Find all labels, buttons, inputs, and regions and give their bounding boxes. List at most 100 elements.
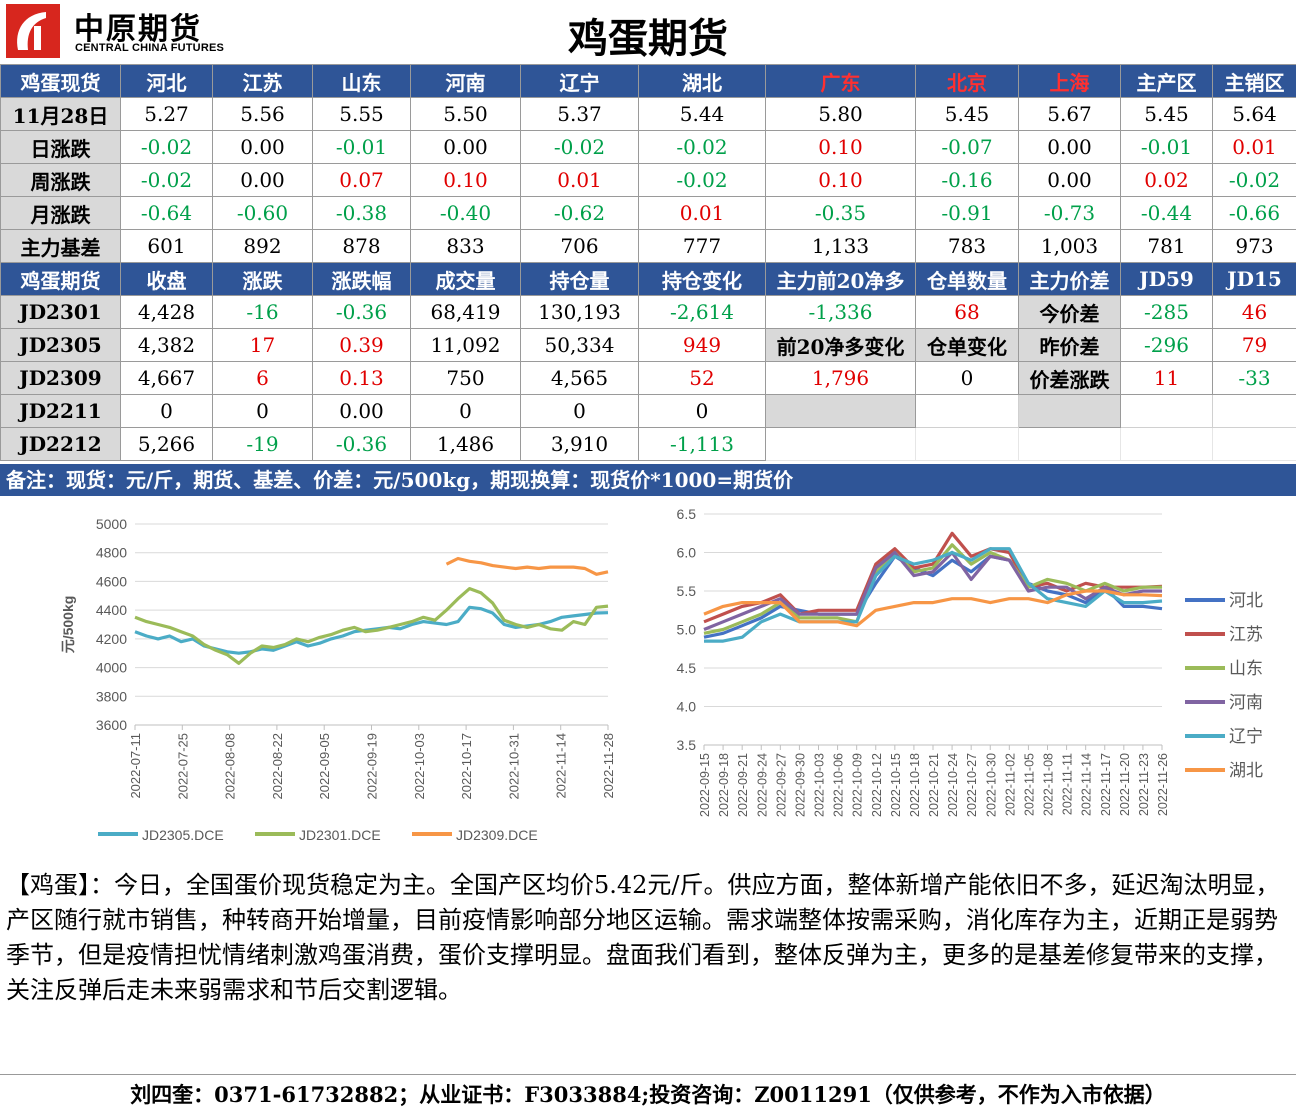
x-tick-label: 2022-10-09 (851, 753, 865, 817)
x-tick-label: 2022-10-17 (459, 733, 474, 800)
page-title: 鸡蛋期货 (0, 6, 1296, 64)
table-cell: -16 (213, 296, 313, 329)
row-label: JD2309 (1, 362, 121, 395)
table-cell: 0.07 (313, 164, 411, 197)
table-cell: -0.62 (521, 197, 639, 230)
table-cell (916, 395, 1019, 428)
legend-label: 山东 (1229, 659, 1263, 678)
column-header: 持仓变化 (639, 263, 766, 296)
table-cell: 0 (521, 395, 639, 428)
y-tick-label: 4200 (96, 631, 127, 647)
table-cell: -285 (1121, 296, 1213, 329)
table-cell: 4,382 (121, 329, 213, 362)
legend-label: JD2309.DCE (456, 827, 538, 843)
x-tick-label: 2022-11-05 (1022, 753, 1036, 816)
futures-price-chart: 360038004000420044004600480050002022-07-… (0, 498, 630, 858)
table-cell: 11,092 (411, 329, 521, 362)
table-cell: -1,336 (766, 296, 916, 329)
series-line (704, 545, 1162, 634)
x-tick-label: 2022-11-17 (1099, 753, 1113, 816)
table-cell: -2,614 (639, 296, 766, 329)
table-cell: 6 (213, 362, 313, 395)
row-label: JD2212 (1, 428, 121, 461)
table-cell: -19 (213, 428, 313, 461)
analysis-text: 【鸡蛋】：今日，全国蛋价现货稳定为主。全国产区均价5.42元/斤。供应方面，整体… (6, 868, 1290, 1008)
legend-label: JD2301.DCE (299, 827, 381, 843)
table-cell: 仓单变化 (916, 329, 1019, 362)
x-tick-label: 2022-09-15 (698, 753, 712, 817)
x-tick-label: 2022-11-26 (1156, 753, 1170, 816)
table-cell: 0.10 (411, 164, 521, 197)
table-cell: 0.00 (1019, 131, 1121, 164)
x-tick-label: 2022-11-14 (1080, 753, 1094, 816)
x-tick-label: 2022-10-24 (946, 753, 960, 817)
x-tick-label: 2022-10-31 (506, 733, 521, 800)
y-tick-label: 4400 (96, 602, 127, 618)
x-tick-label: 2022-09-24 (755, 753, 769, 817)
table-cell: -0.02 (1213, 164, 1296, 197)
legend-label: 湖北 (1229, 761, 1263, 780)
note-bar: 备注：现货：元/斤，期货、基差、价差：元/500kg，期现换算：现货价*1000… (0, 464, 1296, 496)
table-cell: 0.02 (1121, 164, 1213, 197)
column-header: 河北 (121, 65, 213, 98)
table-cell: 0.01 (521, 164, 639, 197)
table-cell (1019, 428, 1121, 461)
x-tick-label: 2022-08-22 (270, 733, 285, 800)
table-cell: 1,133 (766, 230, 916, 263)
table-cell: 50,334 (521, 329, 639, 362)
column-header: 上海 (1019, 65, 1121, 98)
table-cell: -0.35 (766, 197, 916, 230)
x-tick-label: 2022-10-15 (889, 753, 903, 817)
y-tick-label: 5.0 (677, 622, 697, 638)
column-header: 湖北 (639, 65, 766, 98)
table-cell (916, 428, 1019, 461)
table-cell: 0.00 (411, 131, 521, 164)
table-cell: 价差涨跌 (1019, 362, 1121, 395)
table-cell: 5.45 (1121, 98, 1213, 131)
table-cell: -0.07 (916, 131, 1019, 164)
table-cell (766, 428, 916, 461)
table-cell: 52 (639, 362, 766, 395)
column-header: JD59 (1121, 263, 1213, 296)
table-cell: 0 (121, 395, 213, 428)
table-cell: 777 (639, 230, 766, 263)
table-cell: 0 (411, 395, 521, 428)
series-line (447, 559, 609, 575)
table-cell: -0.91 (916, 197, 1019, 230)
column-header: 河南 (411, 65, 521, 98)
table-cell: -1,113 (639, 428, 766, 461)
column-header: 鸡蛋现货 (1, 65, 121, 98)
table-cell: 今价差 (1019, 296, 1121, 329)
x-tick-label: 2022-09-05 (317, 733, 332, 800)
table-cell: 892 (213, 230, 313, 263)
table-cell: -0.66 (1213, 197, 1296, 230)
column-header: 涨跌幅 (313, 263, 411, 296)
table-cell: 昨价差 (1019, 329, 1121, 362)
x-tick-label: 2022-09-21 (736, 753, 750, 817)
x-tick-label: 2022-11-11 (1061, 753, 1075, 815)
table-cell: -0.60 (213, 197, 313, 230)
table-cell (1213, 395, 1296, 428)
x-tick-label: 2022-09-18 (717, 753, 731, 817)
x-tick-label: 2022-10-21 (927, 753, 941, 817)
table-cell: 0.00 (313, 395, 411, 428)
y-axis-label: 元/500kg (60, 596, 76, 654)
x-tick-label: 2022-08-08 (223, 733, 238, 800)
column-header: 鸡蛋期货 (1, 263, 121, 296)
x-tick-label: 2022-10-03 (412, 733, 427, 800)
table-cell: 5.27 (121, 98, 213, 131)
table-cell: -0.01 (1121, 131, 1213, 164)
table-cell: 949 (639, 329, 766, 362)
x-tick-label: 2022-09-30 (793, 753, 807, 817)
column-header: 仓单数量 (916, 263, 1019, 296)
table-cell: -0.36 (313, 296, 411, 329)
y-tick-label: 3.5 (677, 737, 697, 753)
table-cell: -0.02 (639, 164, 766, 197)
